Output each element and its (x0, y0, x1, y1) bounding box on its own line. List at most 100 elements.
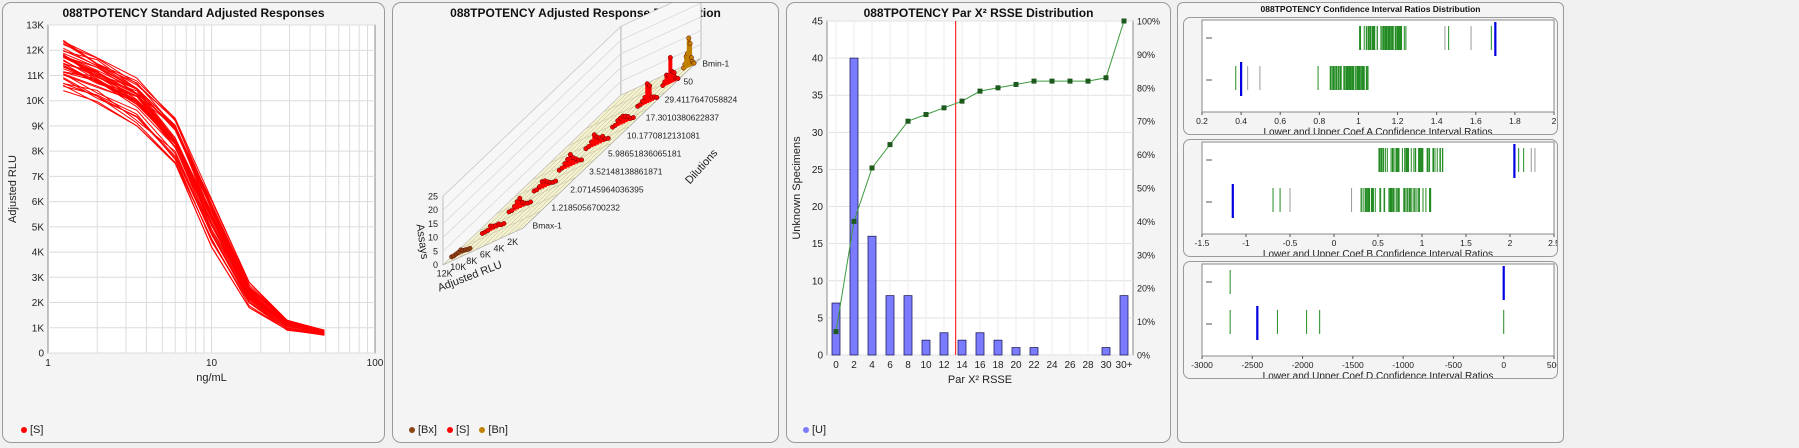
coef-d-chart: -3000 -2500 -2000 -1500 -1000 -500 0 500 Lower a… (1191, 263, 1557, 379)
legend-item-bn[interactable]: [Bn] (479, 424, 508, 436)
x-tick-label: 1.8 (1509, 116, 1521, 126)
x-tick-label: 26 (1064, 360, 1076, 371)
x-tick-label: 2 (851, 360, 857, 371)
x-axis-label: Lower and Upper Coef D Confidence Interv… (1263, 371, 1494, 379)
legend-item-u[interactable]: [U] (803, 424, 826, 436)
z-tick-label: 20 (428, 205, 438, 215)
y-axis-label: Unknown Specimens (791, 136, 803, 240)
dilution-tick-label: 1.2185056700232 (551, 203, 620, 213)
dilution-tick-label: 17.3010380622837 (646, 112, 720, 122)
legend: [Bx] [S] [Bn] (409, 424, 508, 436)
z-axis-label: Assays (414, 223, 431, 260)
y2-tick-label: 50% (1137, 184, 1155, 194)
cumulative-point (1121, 18, 1127, 24)
x-tick-label: 22 (1028, 360, 1040, 371)
bar-cap (528, 199, 534, 205)
y-tick-label: 8K (32, 147, 45, 158)
dilution-tick-label: Bmax-1 (533, 221, 563, 231)
y2-tick-label: 100% (1137, 17, 1160, 27)
x-tick-label: 0.6 (1274, 116, 1286, 126)
cumulative-point (977, 88, 983, 94)
histogram-bar (939, 332, 949, 356)
y-tick-label: 3K (32, 273, 45, 284)
y2-tick-label: 60% (1137, 150, 1155, 160)
x-tick-label: 18 (992, 360, 1004, 371)
plot-area (1201, 141, 1555, 235)
plot-area (1201, 19, 1555, 113)
y-tick-label: 11K (27, 71, 44, 82)
wall-gridline (442, 3, 702, 211)
plot-area (1201, 263, 1555, 357)
x-tick-label: -1000 (1392, 360, 1414, 370)
bar-cap (654, 95, 660, 100)
x-tick-label: 4K (493, 243, 504, 253)
x-tick-label: 8 (905, 360, 911, 371)
y-tick-label: 1K (32, 323, 45, 334)
y2-tick-label: 0% (1137, 351, 1150, 361)
response-distribution-panel: 088TPOTENCY Adjusted Response Distributi… (392, 2, 779, 443)
wall-gridline (442, 30, 702, 238)
standard-curve (62, 39, 325, 331)
y-tick-label: 10 (812, 276, 824, 287)
z-tick-label: 25 (428, 191, 438, 201)
x-tick-label: 0.4 (1235, 116, 1247, 126)
legend-item-s[interactable]: [S] (446, 424, 469, 436)
x-tick-label: 12 (938, 360, 950, 371)
dilution-tick-label: 5.98651836065181 (608, 149, 682, 159)
y-tick-label: 0 (817, 351, 823, 362)
histogram-bar (1011, 347, 1021, 356)
x-tick-label: 1 (45, 358, 51, 369)
cumulative-point (1103, 75, 1109, 81)
y-axis-label: Adjusted RLU (7, 155, 19, 223)
histogram-bar (921, 339, 931, 356)
bar-cap (517, 195, 523, 201)
x-tick-label: 6 (887, 360, 893, 371)
x-tick-label: 30 (1100, 360, 1112, 371)
coef-a-chart: 0.2 0.4 0.6 0.8 1 1.2 1.4 1.6 1.8 2 Lower and Uppe… (1196, 19, 1557, 134)
x-tick-label: 2.5 (1548, 238, 1558, 248)
x-tick-label: 1.6 (1470, 116, 1482, 126)
cumulative-point (995, 85, 1001, 91)
z-tick-label: 15 (428, 219, 438, 229)
coef-b-chart: -1.5 -1 -0.5 0 0.5 1 1.5 2 2.5 Lower and Upper Co… (1195, 141, 1558, 257)
histogram-bar (867, 235, 877, 356)
x-tick-label: 0 (1501, 360, 1506, 370)
standard-curves-panel: 088TPOTENCY Standard Adjusted Responses … (2, 2, 385, 443)
legend: [U] (803, 424, 826, 436)
x-tick-label: -0.5 (1283, 238, 1298, 248)
y-tick-label: 13K (26, 21, 44, 32)
histogram-bar (1119, 295, 1129, 356)
bar-cap (567, 152, 573, 157)
histogram-bar (849, 57, 859, 356)
panel-title: 088TPOTENCY Par X² RSSE Distribution (863, 6, 1094, 20)
bar-cap (579, 157, 585, 163)
histogram-bar (903, 295, 913, 356)
bar-cap (687, 41, 693, 46)
standard-curve (63, 65, 325, 333)
x-tick-label: 4 (869, 360, 875, 371)
x-tick-label: 14 (956, 360, 968, 371)
bar-cap (675, 76, 681, 81)
histogram-bar (975, 332, 985, 356)
y-tick-label: 15 (812, 239, 824, 250)
y-tick-label: 4K (32, 248, 45, 259)
y-tick-label: 40 (812, 54, 824, 65)
cumulative-point (851, 218, 857, 224)
bar-cap (605, 135, 611, 141)
wall-gridline (442, 3, 672, 197)
x-tick-label: 1 (1356, 116, 1361, 126)
legend-item-s[interactable]: [S] (21, 424, 43, 436)
y-tick-label: 7K (32, 172, 45, 183)
x-tick-label: 1 (1420, 238, 1425, 248)
y-tick-label: 35 (812, 91, 824, 102)
coef-b-subplot: -1.5 -1 -0.5 0 0.5 1 1.5 2 2.5 Lower and Upper Co… (1183, 139, 1558, 257)
cumulative-point (923, 112, 929, 118)
bar-cap (467, 245, 473, 251)
legend-item-bx[interactable]: [Bx] (409, 424, 437, 436)
x-tick-label: 6K (480, 250, 491, 260)
x-tick-label: -1.5 (1195, 238, 1210, 248)
x-tick-label: 24 (1046, 360, 1058, 371)
confidence-interval-panel: 088TPOTENCY Confidence Interval Ratios D… (1177, 2, 1564, 443)
rsse-distribution-panel: 088TPOTENCY Par X² RSSE Distribution 0 5 1… (786, 2, 1171, 443)
x-axis-label: Lower and Upper Coef B Confidence Interv… (1263, 249, 1493, 257)
